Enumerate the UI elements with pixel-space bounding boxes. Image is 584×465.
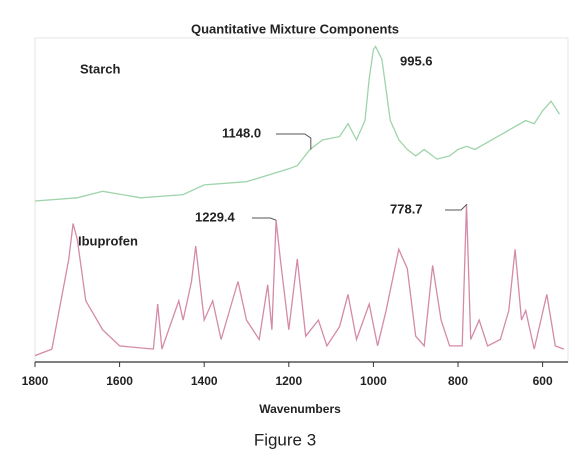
x-axis-label: Wavenumbers [259, 402, 341, 416]
caption: Figure 3 [254, 430, 316, 449]
series-line [34, 204, 565, 357]
series-line [34, 45, 561, 202]
annotation-label: 1229.4 [195, 209, 236, 224]
x-tick-label: 1000 [360, 374, 387, 388]
x-tick-label: 800 [448, 374, 468, 388]
annotation-label: 1148.0 [222, 125, 261, 140]
x-tick-label: 1400 [191, 374, 218, 388]
series-label: Starch [80, 61, 121, 76]
annotation-leader [445, 203, 468, 211]
annotation-leader [252, 217, 277, 221]
annotation-leader [276, 133, 312, 150]
chart-title: Quantitative Mixture Components [191, 21, 399, 36]
x-tick-label: 600 [533, 374, 553, 388]
x-tick-label: 1800 [22, 374, 49, 388]
x-tick-label: 1200 [275, 374, 302, 388]
series-label: Ibuprofen [78, 233, 138, 248]
x-tick-label: 1600 [106, 374, 133, 388]
annotation-label: 778.7 [390, 201, 423, 216]
annotation-label: 995.6 [400, 53, 433, 68]
